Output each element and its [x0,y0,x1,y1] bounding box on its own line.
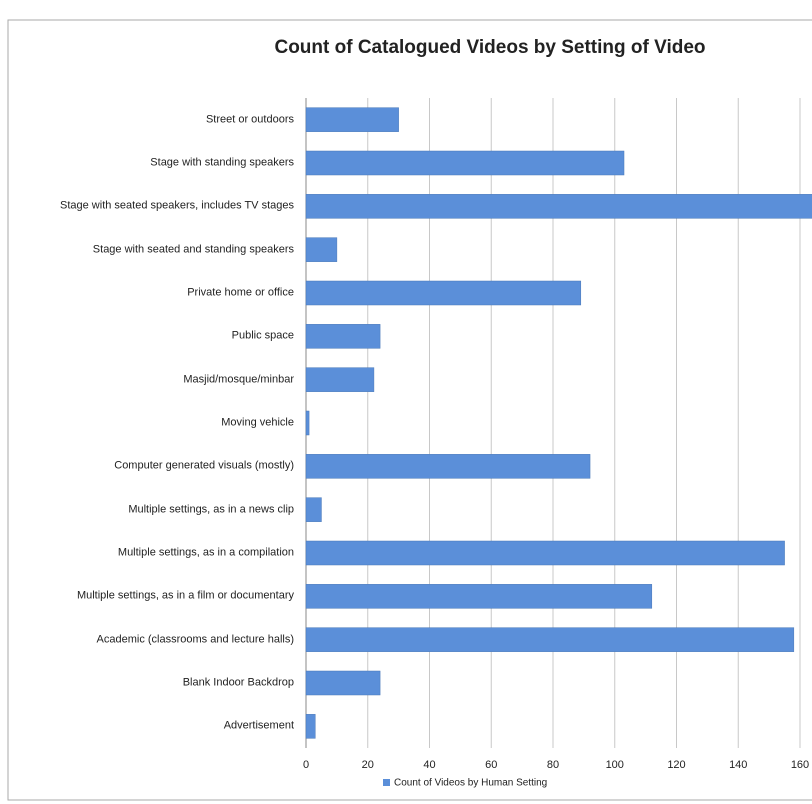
bar [305,194,812,219]
y-tick-label: Advertisement [223,719,294,732]
bar [305,584,653,609]
x-tick-label: 20 [362,759,374,771]
bar [305,280,582,306]
bar [305,150,625,176]
y-tick-label: Street or outdoors [205,113,294,126]
bar [305,627,795,652]
y-tick-label: Multiple settings, as in a news clip [128,503,294,516]
bar [305,367,375,392]
y-tick-label: Multiple settings, as in a film or docum… [76,589,294,602]
y-tick-label: Multiple settings, as in a compilation [117,546,294,559]
y-tick-label: Stage with seated speakers, includes TV … [60,199,294,212]
x-tick-label: 160 [791,759,809,771]
x-tick-label: 80 [547,759,559,771]
bar [305,497,322,522]
bar [305,410,310,436]
bar [305,670,381,696]
y-tick-label: Academic (classrooms and lecture halls) [96,633,294,646]
bar [305,714,316,739]
y-tick-label: Private home or office [187,286,294,299]
x-tick-label: 100 [606,759,624,771]
legend-swatch [383,779,390,786]
legend-label: Count of Videos by Human Setting [394,778,547,789]
bar [305,454,591,479]
chart-title: Count of Catalogued Videos by Setting of… [274,37,705,58]
y-tick-label: Blank Indoor Backdrop [182,676,294,689]
bar [305,237,338,262]
y-tick-label: Stage with seated and standing speakers [92,243,294,256]
x-tick-label: 140 [729,759,747,771]
bar [305,324,381,349]
x-tick-label: 120 [667,759,685,771]
y-tick-label: Masjid/mosque/minbar [183,373,294,386]
bar [305,540,785,566]
x-tick-label: 0 [303,759,309,771]
chart-frame [7,19,812,801]
y-tick-label: Public space [231,329,294,342]
y-tick-label: Moving vehicle [221,416,294,429]
y-tick-label: Stage with standing speakers [150,156,294,169]
bar [305,107,399,132]
x-tick-label: 60 [485,759,497,771]
x-tick-label: 40 [423,759,435,771]
y-tick-label: Computer generated visuals (mostly) [114,459,294,472]
